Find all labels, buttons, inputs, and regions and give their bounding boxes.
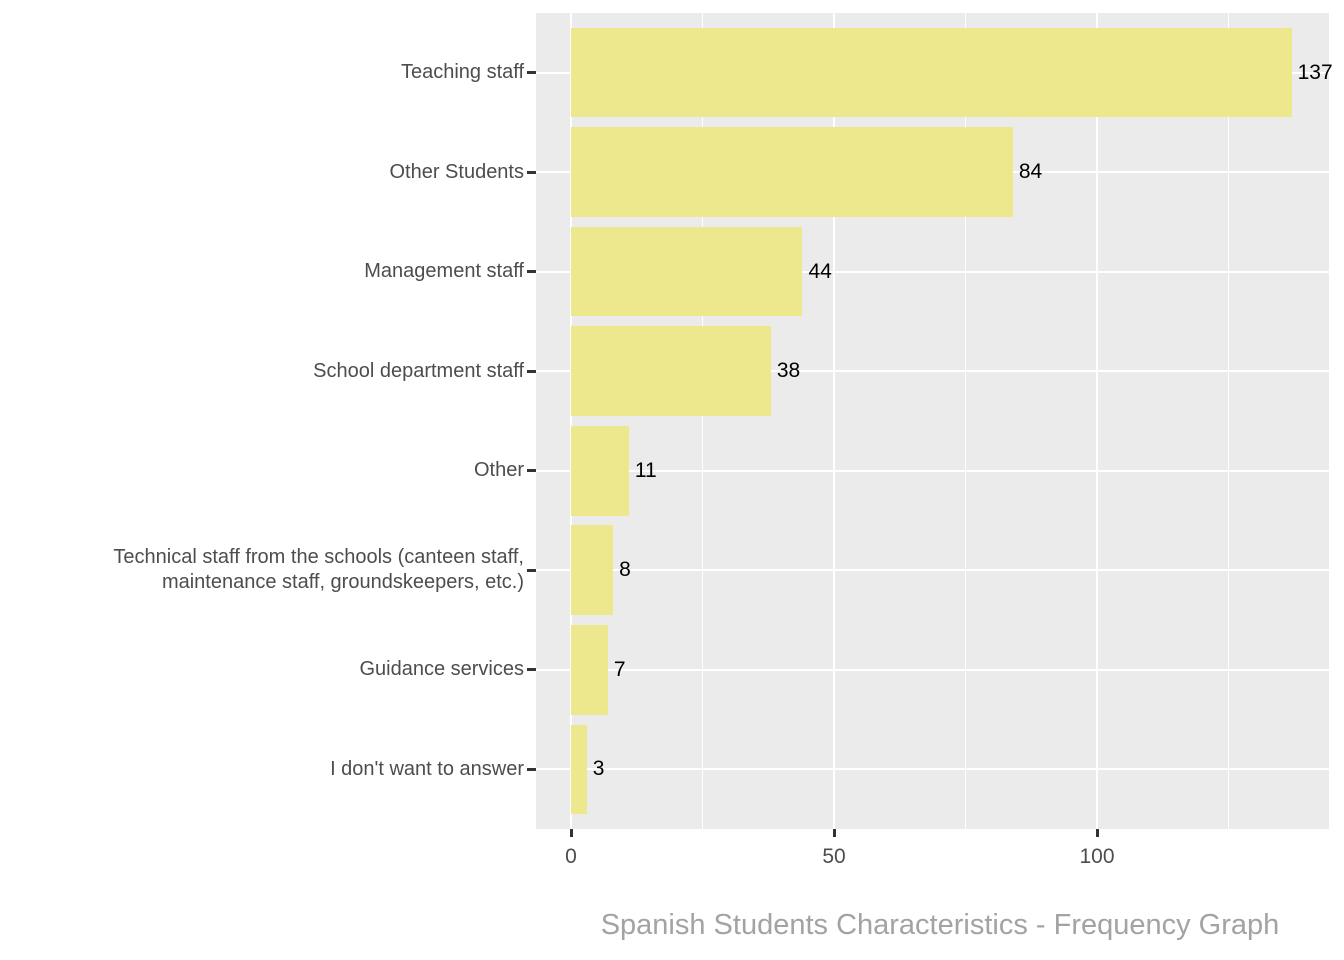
- gridline-y-major: [536, 668, 1329, 671]
- y-tick-mark: [527, 668, 536, 672]
- gridline-y-major: [536, 569, 1329, 572]
- x-tick-label: 100: [1079, 845, 1115, 868]
- category-label: School department staff: [313, 359, 524, 382]
- bar-value-label: 11: [634, 458, 657, 482]
- gridline-y-major: [536, 469, 1329, 472]
- bar: [571, 326, 771, 416]
- gridline-x-minor: [702, 13, 703, 829]
- y-tick-mark: [527, 71, 536, 75]
- y-tick-mark: [527, 469, 536, 473]
- x-tick-mark: [1095, 829, 1099, 837]
- gridline-x-minor: [1228, 13, 1229, 829]
- gridline-y-major: [536, 270, 1329, 273]
- y-tick-mark: [527, 568, 536, 572]
- category-label: Other: [473, 459, 524, 482]
- bar-value-label: 7: [613, 657, 626, 681]
- bar: [571, 27, 1292, 118]
- gridline-x-minor: [965, 13, 966, 829]
- bar: [571, 226, 803, 317]
- gridline-x-major: [570, 13, 572, 829]
- bar-value-label: 44: [808, 259, 832, 283]
- x-tick-mark: [832, 829, 836, 837]
- y-tick-mark: [527, 767, 536, 771]
- gridline-y-major: [536, 370, 1329, 373]
- gridline-y-major: [536, 768, 1329, 771]
- bar-value-label: 137: [1297, 60, 1333, 84]
- category-label: I don't want to answer: [330, 757, 524, 780]
- y-tick-mark: [527, 170, 536, 174]
- category-label: Technical staff from the schools (cantee…: [113, 546, 524, 594]
- bar-value-label: 84: [1018, 160, 1043, 184]
- y-axis: Teaching staff Other Students Management s…: [0, 13, 524, 829]
- x-tick-mark: [569, 829, 573, 837]
- bar: [571, 425, 629, 516]
- x-tick-label: 0: [565, 845, 577, 868]
- bar-value-label: 3: [592, 757, 605, 781]
- chart-title: Spanish Students Characteristics - Frequ…: [600, 909, 1280, 941]
- x-tick-label: 50: [822, 845, 846, 868]
- y-tick-mark: [527, 369, 536, 373]
- category-label: Teaching staff: [400, 61, 524, 84]
- bar-value-label: 8: [619, 558, 631, 582]
- bar: [571, 724, 587, 815]
- bar: [571, 625, 608, 715]
- y-tick-mark: [527, 270, 536, 274]
- category-label: Management staff: [364, 260, 524, 283]
- gridline-x-major: [1096, 13, 1098, 829]
- chart-panel: 137 84 44 38 11 8 7 3: [536, 13, 1333, 829]
- category-label: Other Students: [389, 160, 524, 183]
- bar: [571, 525, 614, 616]
- bar-value-label: 38: [776, 359, 801, 383]
- bar: [571, 127, 1013, 217]
- category-label: Guidance services: [359, 658, 524, 681]
- gridline-x-major: [833, 13, 835, 829]
